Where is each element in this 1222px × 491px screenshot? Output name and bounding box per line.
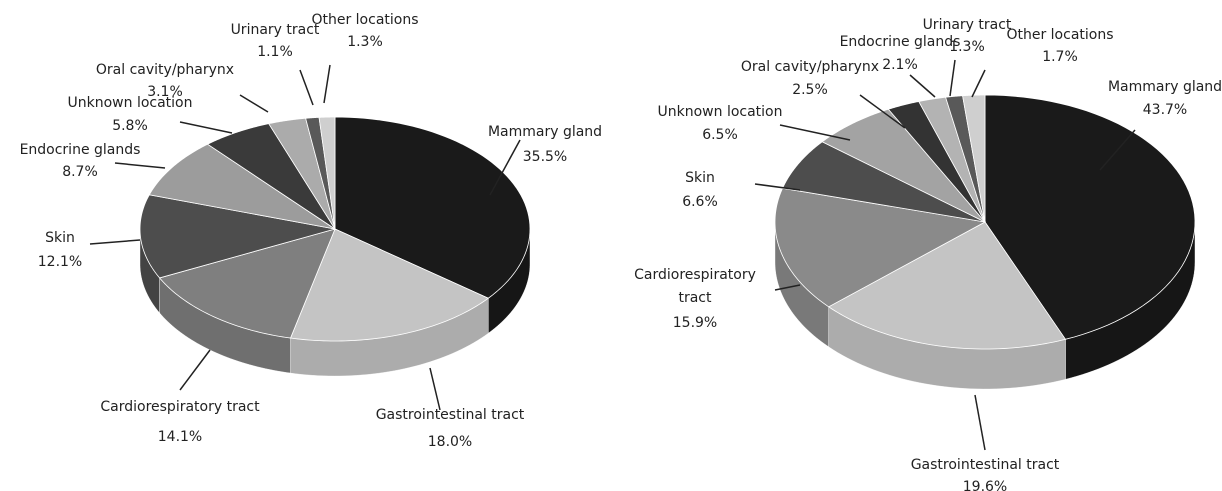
pie-slice — [827, 221, 1067, 350]
slice-label: Endocrine glands — [20, 142, 141, 158]
leader-line — [974, 394, 986, 451]
pie-slice — [158, 228, 336, 339]
slice-label: Endocrine glands — [840, 34, 961, 50]
slice-label: Mammary gland — [488, 124, 602, 140]
pie-slice — [268, 117, 336, 230]
slice-label: Urinary tract — [231, 22, 320, 38]
pie-slice — [962, 94, 986, 223]
pie-slice — [918, 96, 986, 223]
slice-label: Oral cavity/pharynx — [741, 59, 879, 75]
value-label: 2.1% — [882, 57, 918, 73]
pie-slice — [334, 116, 531, 299]
slice-label: Skin — [685, 170, 715, 186]
slice-label: Cardiorespiratory tract — [100, 399, 260, 415]
pie-sides — [774, 221, 1196, 390]
pie-sides — [139, 228, 531, 377]
value-label: 35.5% — [523, 149, 567, 165]
slice-label: Oral cavity/pharynx — [96, 62, 234, 78]
value-label: 1.3% — [347, 34, 383, 50]
pie-slice — [305, 116, 336, 230]
slice-label: Unknown location — [658, 104, 783, 120]
value-label: 1.1% — [257, 44, 293, 60]
pie-side-shade — [1065, 222, 1195, 380]
leader-line — [429, 367, 441, 411]
value-label: 19.6% — [963, 479, 1007, 491]
value-label: 5.8% — [112, 118, 148, 134]
slice-label: Other locations — [311, 12, 418, 28]
value-label: 6.5% — [702, 127, 738, 143]
label-line: tract — [678, 290, 712, 306]
value-label: 3.1% — [147, 84, 183, 100]
slice-label: Other locations — [1006, 27, 1113, 43]
value-label: 43.7% — [1143, 102, 1187, 118]
pie-slice — [206, 123, 336, 230]
value-label: 6.6% — [682, 194, 718, 210]
value-label: 14.1% — [158, 429, 202, 445]
leader-line — [489, 139, 521, 196]
slice-label: Gastrointestinal tract — [376, 407, 525, 423]
slice-label: Unknown location — [68, 95, 193, 111]
pie-slice — [945, 95, 986, 223]
pie-tops — [774, 94, 1196, 350]
slice-label: Gastrointestinal tract — [911, 457, 1060, 473]
slice-label: Skin — [45, 230, 75, 246]
leader-line — [1099, 129, 1136, 171]
slice-label: Cardiorespiratory tract — [634, 267, 756, 306]
pie-slice — [887, 101, 986, 223]
pie-slice — [984, 94, 1196, 340]
pie-slice — [148, 143, 336, 230]
pie-slice — [139, 194, 336, 279]
slice-label: Mammary gland — [1108, 79, 1222, 95]
pie-slice — [289, 228, 490, 342]
value-label: 1.7% — [1042, 49, 1078, 65]
leader-line — [949, 59, 956, 97]
leader-line — [323, 64, 331, 104]
value-label: 15.9% — [673, 315, 717, 331]
pie-side-shade — [140, 229, 160, 313]
leader-line — [299, 69, 314, 106]
pie-side-shade — [488, 229, 530, 334]
value-label: 18.0% — [428, 434, 472, 450]
value-label: 12.1% — [38, 254, 82, 270]
pie-side-shade — [159, 277, 291, 374]
value-label: 1.3% — [949, 39, 985, 55]
leader-line — [774, 284, 801, 291]
pie-side-shade — [290, 298, 489, 376]
pie-tops — [139, 116, 531, 342]
leader-line — [754, 183, 801, 191]
leader-line — [971, 69, 986, 98]
pie-slice — [774, 187, 987, 308]
value-label: 8.7% — [62, 164, 98, 180]
leader-line — [859, 94, 906, 129]
pie-slice — [781, 141, 986, 223]
label-line: Cardiorespiratory — [634, 267, 756, 283]
slice-label: Urinary tract — [923, 17, 1012, 33]
leader-line — [239, 94, 269, 113]
leader-line — [89, 239, 141, 245]
pie-side-shade — [828, 306, 1066, 389]
pie-slice — [318, 116, 336, 230]
leader-line — [179, 349, 211, 391]
leader-line — [909, 74, 936, 98]
leader-line — [114, 162, 166, 169]
value-label: 2.5% — [792, 82, 828, 98]
leader-line — [779, 124, 851, 141]
leader-line — [179, 121, 233, 134]
